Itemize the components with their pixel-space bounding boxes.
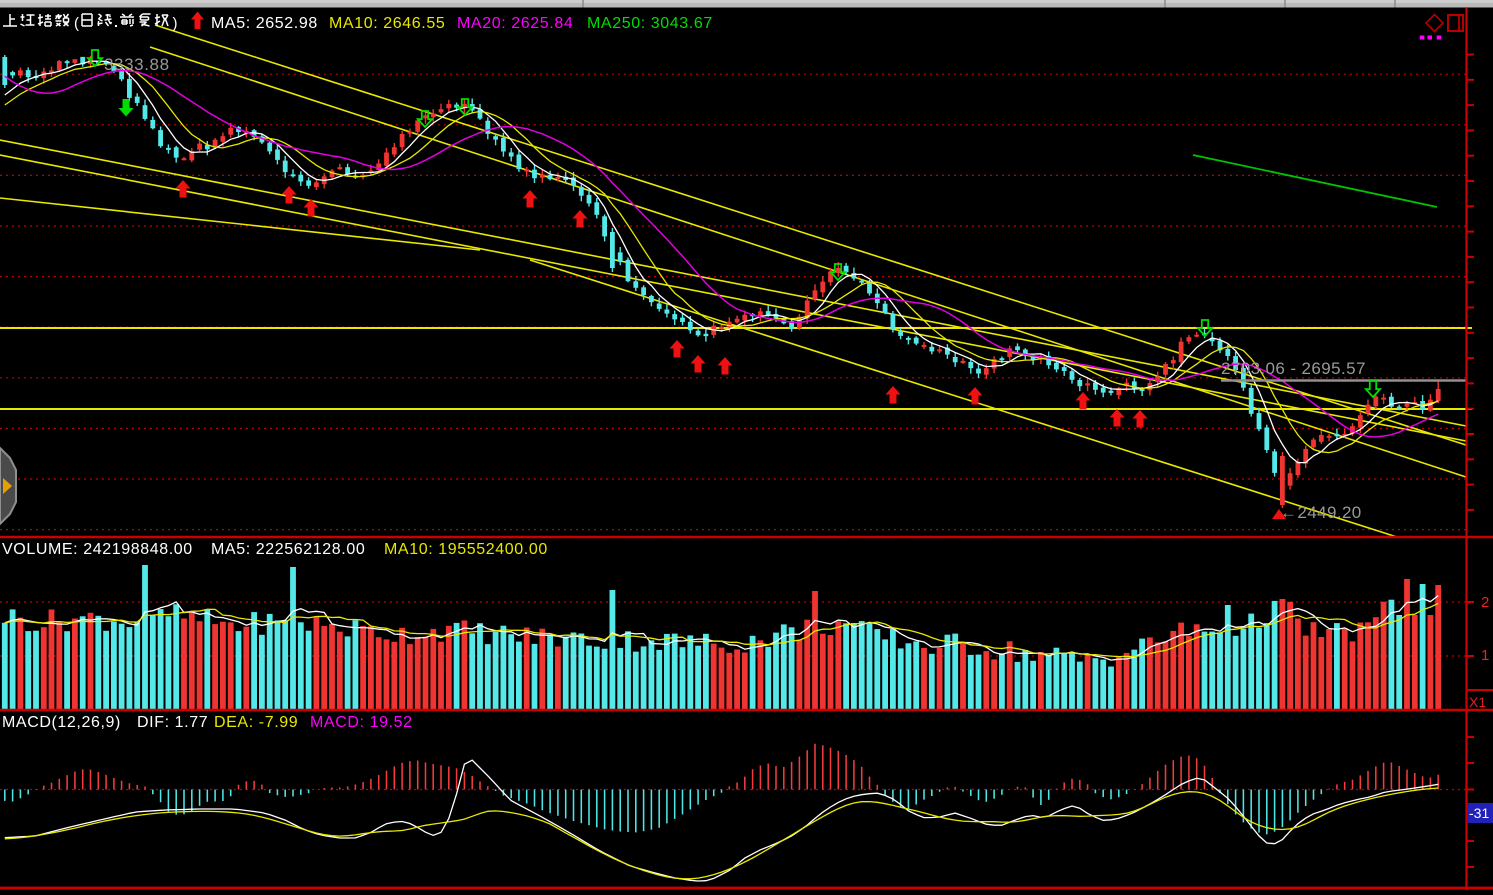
- svg-text:1: 1: [1481, 647, 1489, 664]
- svg-text:MACD(12,26,9): MACD(12,26,9): [2, 714, 121, 731]
- svg-text:←2449.20: ←2449.20: [1280, 503, 1362, 522]
- svg-text:): ): [173, 15, 178, 32]
- svg-text:X1: X1: [1469, 694, 1486, 710]
- svg-text:2: 2: [1481, 594, 1489, 611]
- svg-text:DIF: 1.77: DIF: 1.77: [137, 714, 208, 731]
- svg-text:MA10: 2646.55: MA10: 2646.55: [329, 15, 445, 32]
- svg-text:3333.88: 3333.88: [104, 55, 170, 74]
- svg-text:MA250: 3043.67: MA250: 3043.67: [587, 15, 713, 32]
- svg-text:MA10: 195552400.00: MA10: 195552400.00: [384, 541, 548, 558]
- svg-text:DEA: -7.99: DEA: -7.99: [214, 714, 298, 731]
- svg-text:2703.06 - 2695.57: 2703.06 - 2695.57: [1221, 359, 1366, 378]
- svg-text:VOLUME: 242198848.00: VOLUME: 242198848.00: [2, 541, 193, 558]
- svg-text:MA5: 222562128.00: MA5: 222562128.00: [211, 541, 365, 558]
- svg-text:MACD: 19.52: MACD: 19.52: [310, 714, 413, 731]
- svg-text:MA20: 2625.84: MA20: 2625.84: [457, 15, 573, 32]
- svg-text:(: (: [74, 15, 79, 32]
- svg-text:MA5: 2652.98: MA5: 2652.98: [211, 15, 318, 32]
- svg-text:-31: -31: [1469, 805, 1489, 821]
